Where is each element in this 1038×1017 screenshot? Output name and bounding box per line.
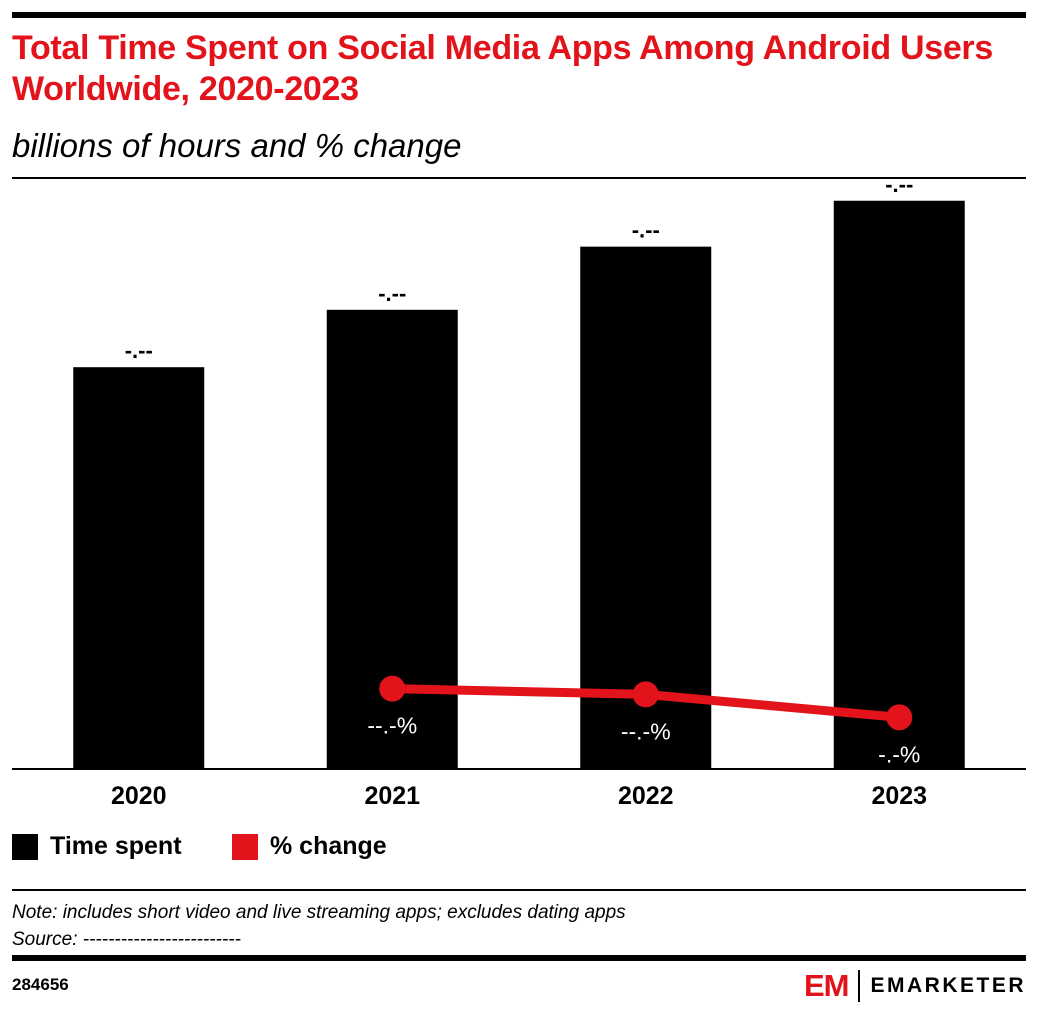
x-tick-label-2023: 2023 bbox=[871, 782, 927, 810]
chart-title: Total Time Spent on Social Media Apps Am… bbox=[12, 29, 993, 108]
pct-change-point-2022 bbox=[632, 681, 659, 708]
logo-divider bbox=[858, 970, 861, 1002]
footnote: Note: includes short video and live stre… bbox=[12, 899, 626, 953]
x-tick-label-2020: 2020 bbox=[111, 782, 167, 810]
note-text: Note: includes short video and live stre… bbox=[12, 902, 626, 923]
pct-change-point-2023 bbox=[886, 704, 913, 731]
emarketer-logo: EM EMARKETER bbox=[804, 968, 1026, 1004]
legend-rule bbox=[12, 889, 1026, 891]
chart-id: 284656 bbox=[12, 975, 69, 994]
chart-plot-area: -.-- -.-- -.-- -.-- 2020 2021 2022 2023 --.-% --.… bbox=[12, 180, 1026, 810]
bar-value-label-2021: -.-- bbox=[378, 281, 406, 306]
bar-2020 bbox=[73, 367, 205, 769]
logo-mark-icon: EM bbox=[803, 968, 849, 1003]
footer-rule bbox=[12, 955, 1026, 961]
legend-swatch-pct-change bbox=[232, 833, 258, 860]
bar-2023 bbox=[833, 200, 965, 770]
logo-text: EMARKETER bbox=[870, 974, 1026, 997]
top-rule bbox=[12, 12, 1026, 18]
pct-change-label-2022: --.-% bbox=[621, 718, 671, 744]
chart-subtitle: billions of hours and % change bbox=[12, 127, 462, 164]
x-tick-label-2022: 2022 bbox=[618, 782, 674, 810]
legend-label-time-spent: Time spent bbox=[50, 832, 182, 860]
bar-value-label-2023: -.-- bbox=[885, 180, 913, 197]
x-tick-label-2021: 2021 bbox=[364, 782, 420, 810]
pct-change-label-2021: --.-% bbox=[367, 713, 417, 739]
legend-label-pct-change: % change bbox=[270, 832, 387, 860]
pct-change-point-2021 bbox=[379, 675, 406, 702]
pct-change-label-2023: -.-% bbox=[878, 741, 920, 767]
bar-value-label-2022: -.-- bbox=[632, 218, 660, 243]
legend-swatch-time-spent bbox=[12, 833, 38, 860]
source-text: Source: ------------------------- bbox=[12, 929, 241, 950]
header-rule bbox=[12, 177, 1026, 179]
legend-item-pct-change: % change bbox=[232, 832, 387, 861]
legend-item-time-spent: Time spent bbox=[12, 832, 182, 861]
bar-value-label-2020: -.-- bbox=[125, 338, 153, 363]
